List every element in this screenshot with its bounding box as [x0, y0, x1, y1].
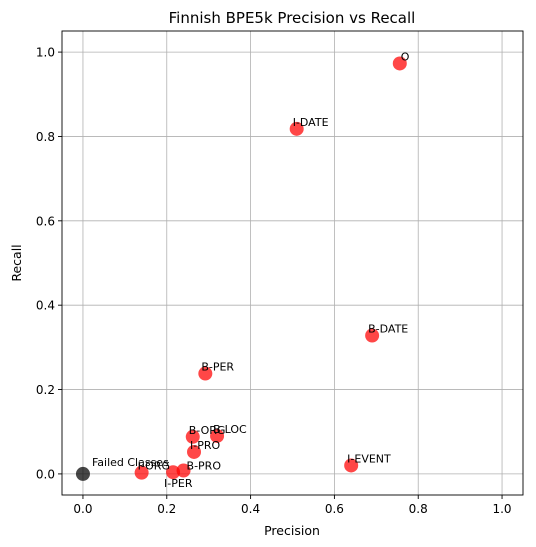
y-tick-label: 0.6 — [36, 214, 55, 228]
data-point — [166, 465, 181, 480]
y-axis-label: Recall — [9, 244, 24, 281]
y-tick-label: 0.0 — [36, 467, 55, 481]
data-point — [176, 463, 191, 478]
point-label: I-PRO — [190, 439, 220, 452]
point-label: Failed Classes — [92, 456, 169, 469]
data-point — [75, 466, 90, 481]
data-point — [365, 328, 380, 343]
point-label: B-PER — [201, 361, 234, 374]
point-label: B-LOC — [213, 423, 247, 436]
x-tick-label: 0.6 — [325, 502, 344, 516]
data-point — [210, 428, 225, 443]
y-tick-label: 1.0 — [36, 46, 55, 60]
data-point — [289, 121, 304, 136]
point-label: B-ORG — [189, 424, 226, 437]
axis-ticks: 0.0 0.2 0.4 0.6 0.8 1.0 0.0 0.2 0.4 0.6 0.8 1.0 — [36, 46, 512, 516]
point-label: B-DATE — [368, 323, 408, 336]
grid — [62, 31, 523, 495]
point-label: I-DATE — [293, 116, 329, 129]
y-tick-label: 0.2 — [36, 383, 55, 397]
x-tick-label: 0.2 — [157, 502, 176, 516]
data-point — [344, 458, 359, 473]
x-tick-label: 0.8 — [409, 502, 428, 516]
data-point — [198, 366, 213, 381]
point-label: B-PRO — [187, 460, 222, 473]
data-point — [392, 56, 407, 71]
point-label: I-EVENT — [347, 452, 391, 465]
data-points — [75, 56, 407, 481]
y-tick-label: 0.8 — [36, 130, 55, 144]
data-point — [134, 465, 149, 480]
plot-area-frame — [61, 30, 524, 496]
x-tick-label: 0.0 — [73, 502, 92, 516]
chart-title: Finnish BPE5k Precision vs Recall — [169, 9, 416, 27]
point-label: I-ORG — [138, 460, 170, 473]
x-tick-label: 1.0 — [492, 502, 511, 516]
point-label: O — [401, 50, 410, 63]
x-tick-label: 0.4 — [241, 502, 260, 516]
data-point — [187, 444, 202, 459]
point-label: I-PER — [164, 477, 193, 490]
data-point — [185, 429, 200, 444]
y-tick-label: 0.4 — [36, 299, 55, 313]
x-axis-label: Precision — [264, 523, 320, 538]
